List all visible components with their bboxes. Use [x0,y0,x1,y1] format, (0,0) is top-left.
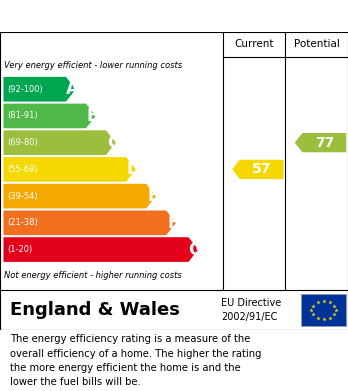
Text: E: E [147,187,159,205]
Text: (81-91): (81-91) [8,111,38,120]
Text: 77: 77 [315,136,334,150]
Text: (21-38): (21-38) [8,218,38,227]
Text: G: G [188,240,202,258]
Text: F: F [167,214,179,232]
Text: EU Directive
2002/91/EC: EU Directive 2002/91/EC [221,298,281,322]
Text: (55-68): (55-68) [8,165,38,174]
Text: D: D [126,160,140,178]
Polygon shape [3,184,156,208]
Text: C: C [107,134,119,152]
Text: Current: Current [234,39,274,49]
Text: (39-54): (39-54) [8,192,38,201]
Polygon shape [3,130,116,155]
Polygon shape [232,160,284,179]
Text: The energy efficiency rating is a measure of the
overall efficiency of a home. T: The energy efficiency rating is a measur… [10,334,262,387]
Polygon shape [295,133,346,152]
Text: Potential: Potential [294,39,340,49]
Polygon shape [3,210,176,235]
Polygon shape [3,104,96,128]
Text: England & Wales: England & Wales [10,301,180,319]
Text: 57: 57 [252,162,271,176]
Text: (92-100): (92-100) [8,85,44,94]
Bar [301,294,346,326]
Text: B: B [87,107,99,125]
Text: (1-20): (1-20) [8,245,33,254]
Polygon shape [3,237,198,262]
Text: A: A [66,80,79,98]
Text: Very energy efficient - lower running costs: Very energy efficient - lower running co… [4,61,182,70]
Polygon shape [3,77,76,102]
Polygon shape [3,157,136,182]
Text: Not energy efficient - higher running costs: Not energy efficient - higher running co… [4,271,182,280]
Text: (69-80): (69-80) [8,138,38,147]
Text: Energy Efficiency Rating: Energy Efficiency Rating [10,9,232,23]
